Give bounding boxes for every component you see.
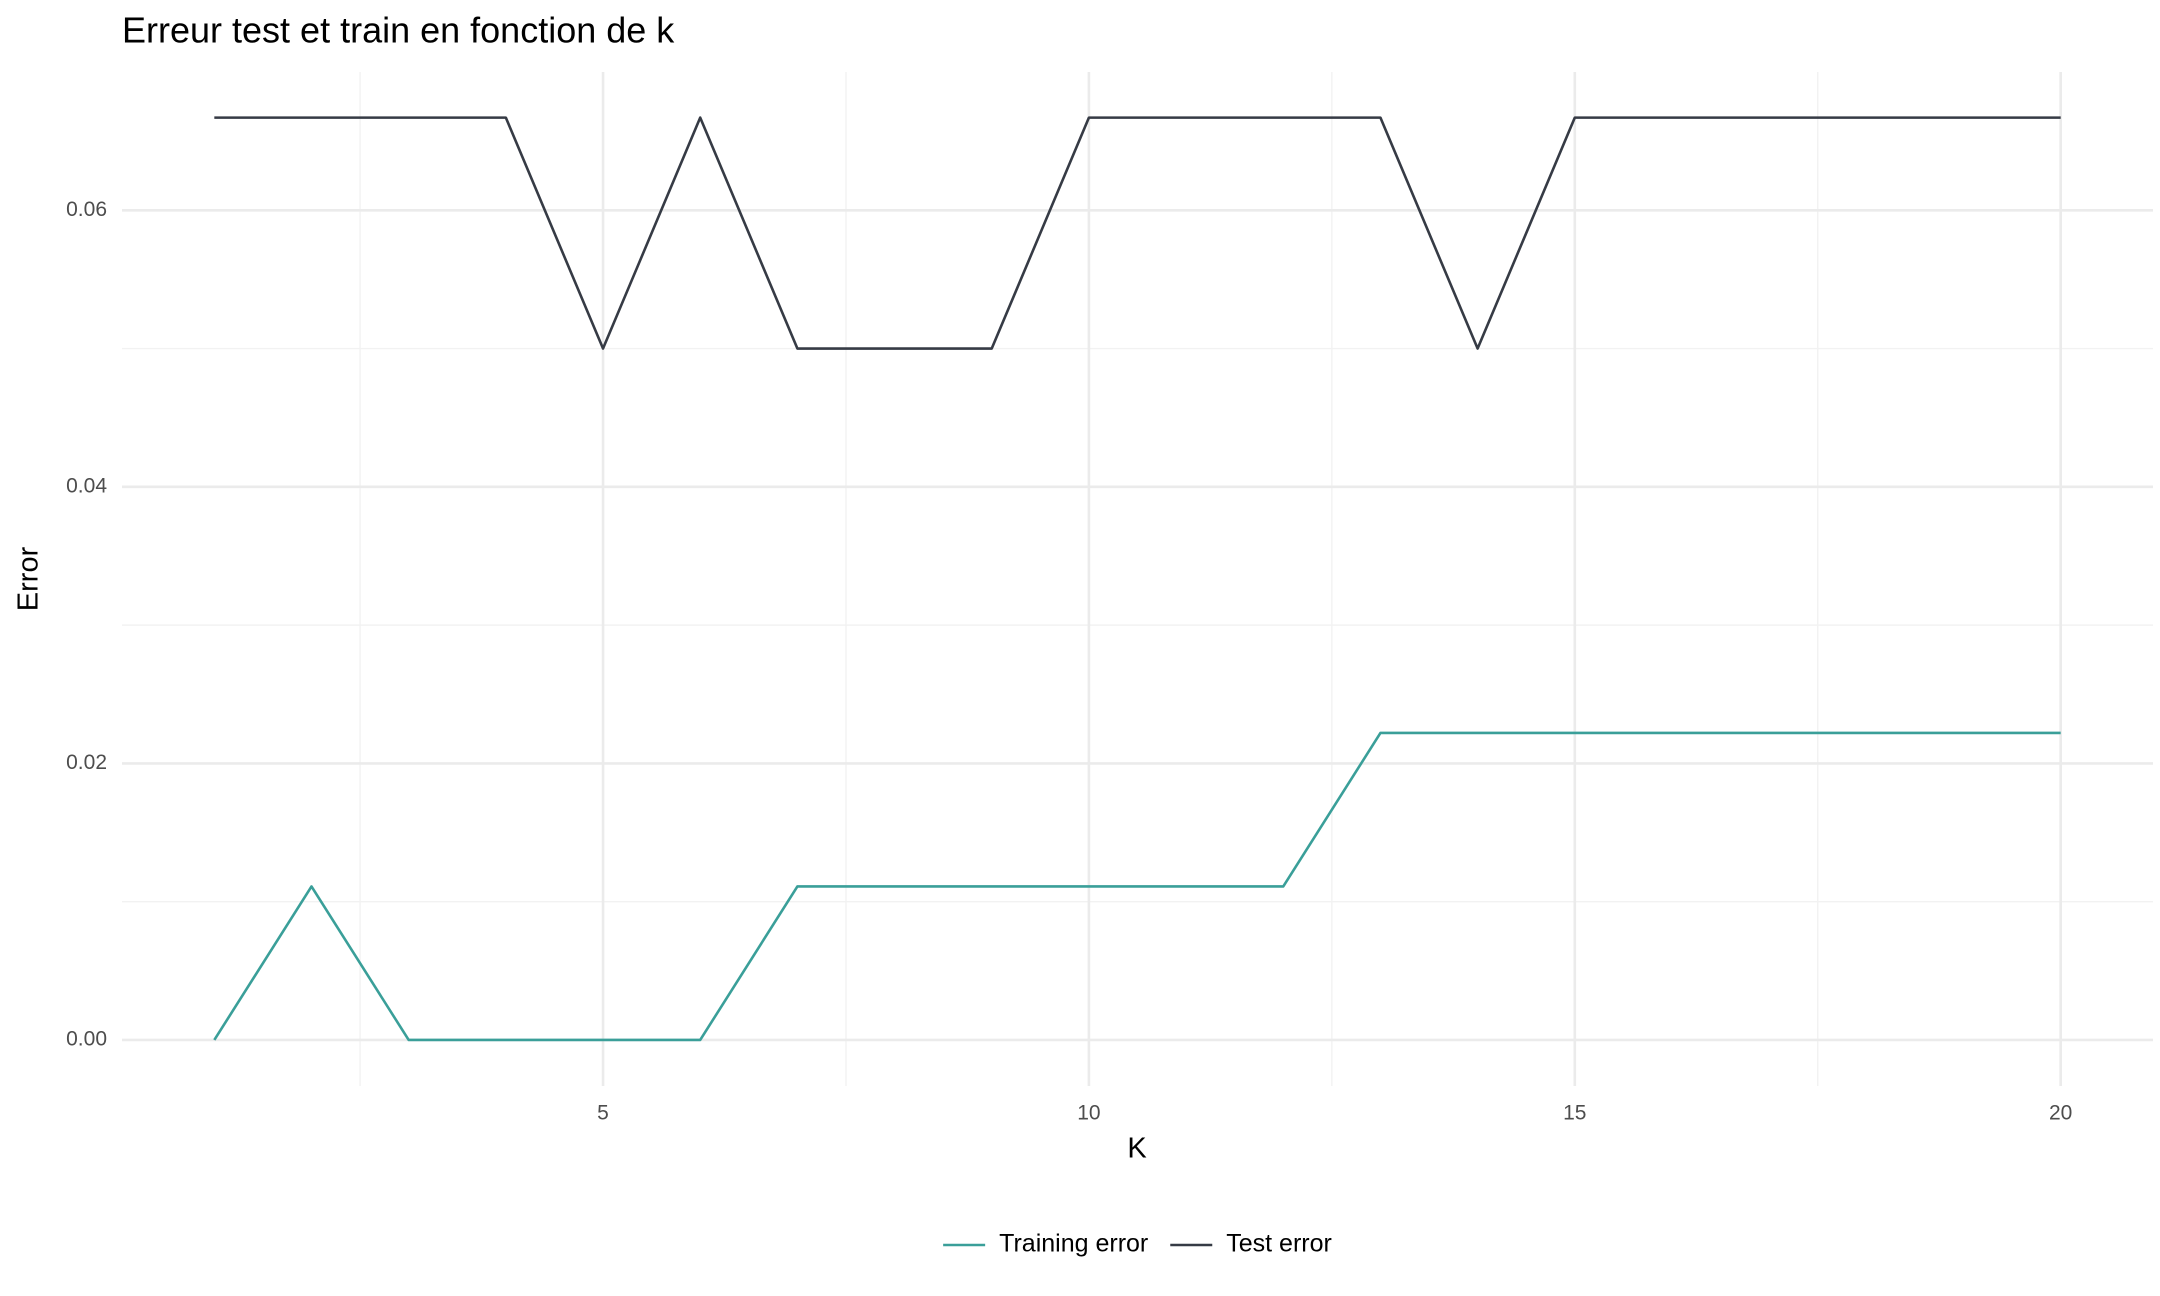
- y-axis-title: Error: [13, 546, 45, 611]
- legend-label: Training error: [999, 1230, 1148, 1258]
- series-line: [214, 116, 2061, 350]
- y-tick-label: 0.02: [66, 751, 107, 774]
- y-tick-label: 0.06: [66, 198, 107, 221]
- y-tick-label: 0.00: [66, 1028, 107, 1051]
- y-tick-label: 0.04: [66, 474, 107, 497]
- x-tick-label: 5: [597, 1102, 609, 1125]
- x-axis-title: K: [1127, 1133, 1147, 1165]
- x-tick-label: 15: [1563, 1102, 1586, 1125]
- x-tick-label: 10: [1077, 1102, 1100, 1125]
- x-tick-label: 20: [2049, 1102, 2072, 1125]
- legend-label: Test error: [1226, 1230, 1332, 1258]
- series-line: [213, 731, 2061, 1042]
- chart-title: Erreur test et train en fonction de k: [122, 10, 675, 51]
